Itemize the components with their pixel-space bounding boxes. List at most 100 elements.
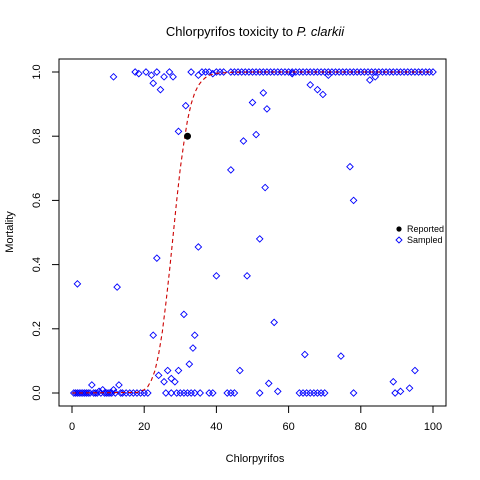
sampled-point: [295, 68, 304, 76]
sampled-point: [163, 366, 172, 375]
sampled-point: [389, 377, 398, 386]
sampled-point: [227, 166, 235, 174]
sampled-point: [236, 366, 244, 375]
sampled-point: [396, 68, 405, 76]
sampled-point: [212, 271, 221, 280]
sampled-point: [149, 79, 158, 88]
sampled-point: [288, 68, 297, 76]
sampled-point: [281, 68, 289, 76]
sampled-point: [75, 389, 84, 397]
sampled-point: [356, 68, 365, 76]
sampled-point: [187, 389, 195, 397]
y-tick-label: 1.0: [31, 64, 43, 79]
sampled-point: [263, 68, 271, 76]
legend-label: Sampled: [407, 235, 443, 245]
sampled-point: [219, 68, 228, 76]
sampled-point: [346, 68, 354, 76]
sampled-point: [403, 68, 412, 76]
sampled-point: [71, 389, 80, 397]
sampled-point: [365, 76, 374, 84]
sampled-point: [156, 85, 165, 94]
sampled-point: [133, 389, 141, 397]
sampled-point: [324, 68, 333, 76]
sampled-point: [147, 71, 156, 80]
sampled-point: [261, 183, 269, 192]
sampled-point: [212, 68, 221, 76]
sampled-point: [364, 68, 372, 76]
sampled-point: [385, 68, 394, 76]
sampled-point: [405, 384, 414, 393]
sampled-point: [190, 389, 199, 397]
sampled-point: [154, 371, 163, 380]
sampled-point: [160, 72, 168, 81]
sampled-point: [174, 127, 183, 136]
sampled-point: [100, 389, 109, 397]
sampled-point: [367, 68, 376, 76]
sampled-point: [194, 71, 203, 80]
sampled-point: [190, 331, 199, 340]
sampled-point: [243, 271, 251, 280]
sampled-point: [208, 69, 217, 78]
sampled-point: [302, 389, 311, 397]
sampled-point: [310, 68, 318, 76]
x-axis-title: Chlorpyrifos: [226, 453, 285, 465]
sampled-point: [277, 68, 286, 76]
sampled-point: [152, 254, 161, 263]
sampled-point: [88, 381, 96, 389]
sampled-point: [400, 68, 408, 76]
fitted-curve: [71, 71, 433, 394]
x-tick-label: 60: [282, 421, 294, 433]
sampled-point: [252, 130, 260, 139]
sampled-point: [227, 68, 235, 76]
sampled-point: [291, 68, 300, 76]
legend-sampled-marker: [395, 236, 403, 244]
sampled-point: [414, 68, 423, 76]
sampled-point: [324, 71, 333, 80]
sampled-point: [93, 389, 102, 397]
sampled-point: [69, 389, 78, 397]
sampled-point: [140, 389, 149, 397]
sampled-point: [407, 68, 416, 76]
sampled-point: [337, 352, 345, 360]
sampled-point: [165, 68, 174, 76]
sampled-point: [255, 235, 264, 243]
sampled-point: [234, 68, 242, 76]
sampled-point: [319, 90, 327, 99]
sampled-point: [152, 68, 161, 76]
y-tick-label: 0.0: [31, 385, 43, 400]
sampled-point: [172, 389, 181, 397]
sampled-point: [237, 68, 246, 76]
sampled-point: [371, 68, 380, 76]
sampled-point: [180, 310, 188, 319]
sampled-point: [239, 137, 248, 145]
sampled-point: [248, 68, 257, 76]
sampled-point: [189, 344, 197, 352]
sampled-point: [264, 379, 273, 388]
sampled-point: [284, 68, 293, 76]
x-tick-label: 0: [69, 421, 75, 433]
sampled-point: [349, 196, 358, 205]
sampled-point: [167, 389, 176, 397]
y-tick-label: 0.8: [31, 129, 43, 144]
sampled-point: [346, 162, 354, 171]
sampled-point: [302, 68, 311, 76]
sampled-point: [116, 389, 125, 397]
sampled-point: [162, 389, 170, 397]
y-axis-title: Mortality: [4, 211, 16, 253]
sampled-point: [353, 68, 362, 76]
sampled-point: [216, 68, 224, 76]
sampled-point: [299, 389, 307, 397]
x-tick-label: 20: [138, 421, 150, 433]
sampled-point: [313, 68, 322, 76]
sampled-point: [313, 389, 322, 397]
sampled-point: [171, 377, 179, 386]
sampled-point: [259, 89, 268, 97]
sampled-point: [411, 68, 419, 76]
sampled-point: [317, 389, 325, 397]
sampled-point: [255, 389, 264, 397]
sampled-point: [142, 68, 150, 76]
sampled-point: [160, 377, 168, 386]
sampled-point: [227, 389, 235, 397]
sampled-point: [301, 350, 309, 359]
x-axis: 0 20 40 60 80 100: [69, 406, 442, 433]
